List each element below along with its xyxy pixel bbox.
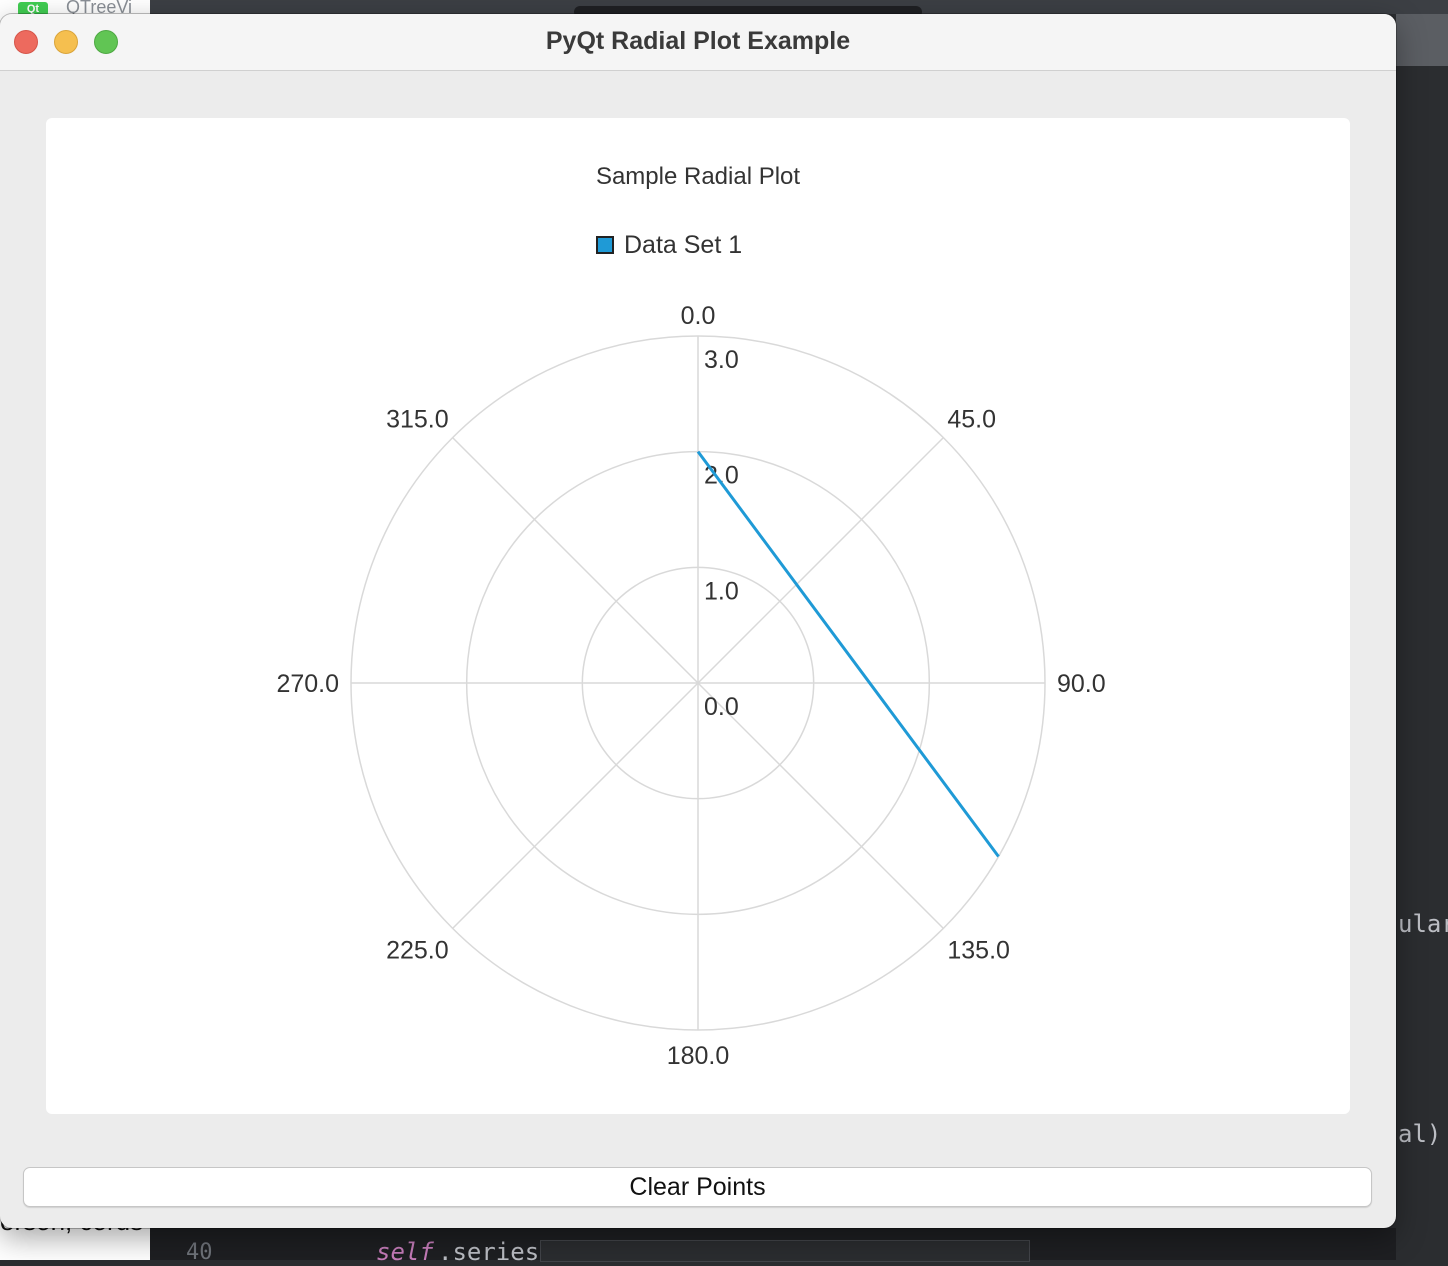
angular-tick-label: 225.0 (386, 936, 449, 964)
radial-tick-label: 3.0 (704, 346, 739, 374)
angular-tick-label: 0.0 (681, 302, 716, 330)
background-popup (540, 1240, 1030, 1262)
legend-marker (596, 236, 614, 254)
window-title: PyQt Radial Plot Example (545, 27, 851, 55)
background-code-fragment: al) (1398, 1120, 1442, 1148)
angular-grid-line (452, 437, 699, 684)
angular-tick-label: 315.0 (386, 406, 449, 434)
legend-label: Data Set 1 (624, 231, 742, 259)
background-code-fragment: ular (1398, 910, 1448, 938)
code-self-keyword: self (376, 1238, 434, 1266)
code-series-text: .series. (438, 1238, 554, 1266)
minimize-window-button[interactable] (54, 30, 78, 54)
angular-tick-label: 45.0 (947, 406, 996, 434)
background-editor-panel (1396, 66, 1448, 1260)
angular-tick-label: 270.0 (276, 670, 339, 698)
qt-badge-icon: Qt (18, 2, 48, 16)
background-right-toolbar (1396, 14, 1448, 66)
angular-tick-label: 135.0 (947, 936, 1010, 964)
radial-tick-label: 0.0 (704, 693, 739, 721)
angular-grid-line (452, 682, 699, 929)
app-window: PyQt Radial Plot Example Sample Radial P… (0, 14, 1396, 1228)
line-number: 40 (186, 1240, 213, 1265)
background-tab-title: QTreeVi (66, 0, 133, 14)
radial-chart: Sample Radial Plot Data Set 1 0.0 45.0 90.0 1… (276, 163, 1106, 1070)
angular-tick-label: 90.0 (1057, 670, 1106, 698)
chart-view: Sample Radial Plot Data Set 1 0.0 45.0 90.0 1… (46, 118, 1350, 1114)
series-line (696, 450, 1000, 858)
title-bar[interactable]: PyQt Radial Plot Example (0, 14, 1396, 71)
maximize-window-button[interactable] (94, 30, 118, 54)
angular-grid-line (697, 437, 944, 684)
angular-tick-label: 180.0 (667, 1042, 730, 1070)
chart-title: Sample Radial Plot (596, 163, 800, 190)
angular-grid-line (697, 682, 944, 929)
radial-tick-label: 1.0 (704, 577, 739, 605)
close-window-button[interactable] (14, 30, 38, 54)
clear-points-button[interactable]: Clear Points (23, 1167, 1372, 1207)
